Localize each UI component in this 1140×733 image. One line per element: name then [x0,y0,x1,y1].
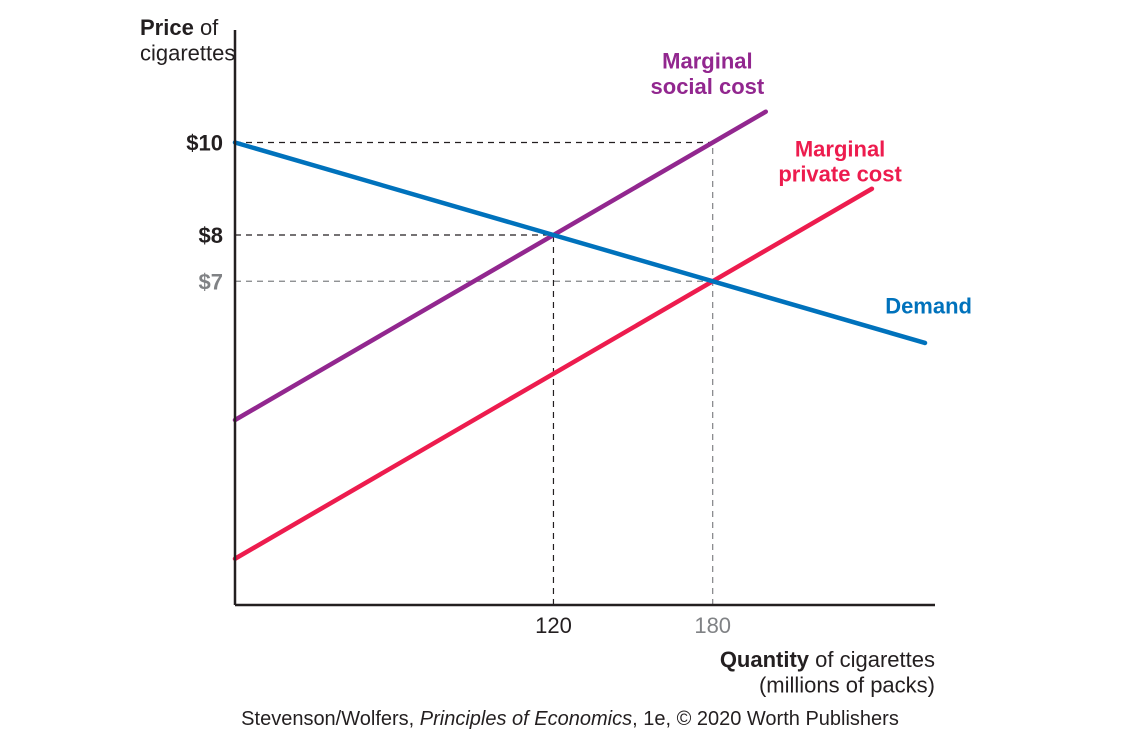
externality-chart: $10 $8 $7 120 180 Demand Marginalprivate cost M… [0,0,1140,733]
mpc-label: Marginalprivate cost [778,136,902,186]
x-tick-label: 180 [694,613,731,638]
y-tick-label: $8 [199,223,223,248]
x-tick-label: 120 [535,613,572,638]
y-axis-title: Price ofcigarettes [140,15,235,65]
msc-label: Marginalsocial cost [651,49,765,99]
x-axis-title: Quantity of cigarettes [720,647,935,672]
demand-label: Demand [885,294,972,319]
x-axis-subtitle: (millions of packs) [759,672,935,697]
credit-line: Stevenson/Wolfers, Principles of Economi… [241,708,899,730]
msc-line [235,112,766,420]
y-tick-label: $7 [199,269,223,294]
y-tick-label: $10 [186,131,223,156]
